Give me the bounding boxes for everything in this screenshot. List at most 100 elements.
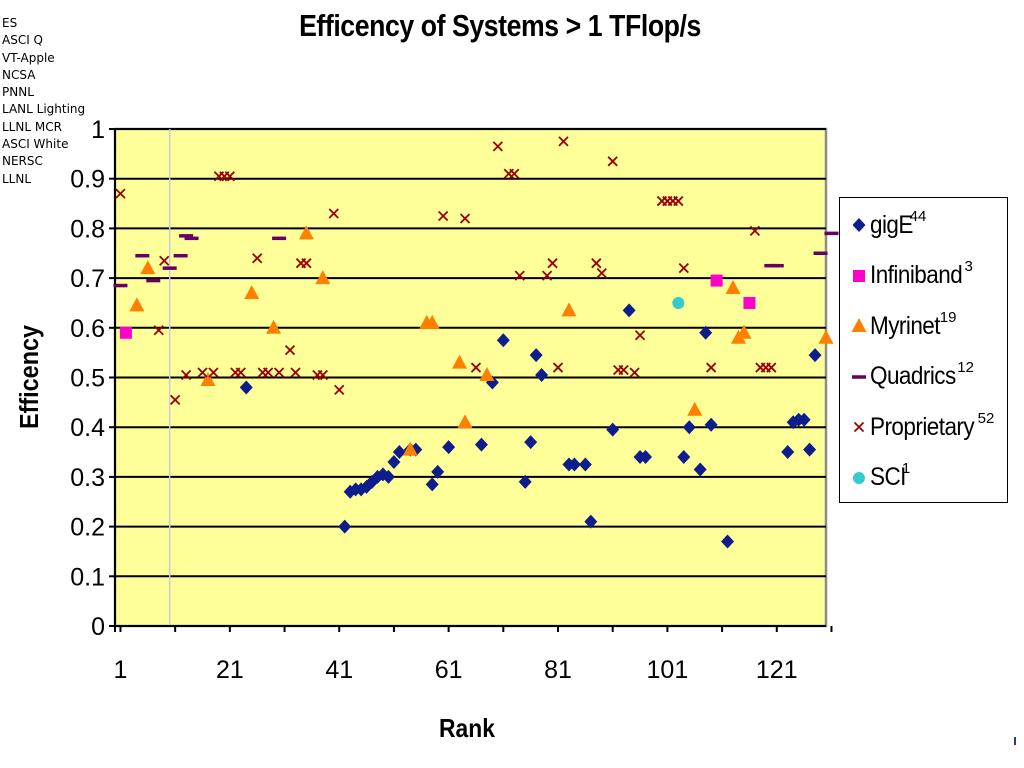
- x-stroke: [706, 362, 717, 373]
- legend-count: 19: [939, 308, 957, 326]
- data-point: [622, 303, 636, 318]
- x-stroke: [547, 258, 558, 269]
- x-stroke: [273, 367, 285, 378]
- y-tick-label: 0.8: [70, 215, 105, 243]
- data-point: [290, 367, 301, 378]
- data-point: [328, 208, 339, 219]
- plot-area: [113, 127, 828, 632]
- legend-item-sci: SCI 1: [848, 458, 910, 498]
- legend-marker: [853, 269, 865, 282]
- data-point: [518, 474, 532, 489]
- legend-marker-shape: [851, 318, 867, 332]
- y-tick-label: 0.5: [70, 365, 105, 393]
- legend-marker: [851, 318, 867, 332]
- x-stroke: [301, 258, 312, 269]
- data-point: [535, 368, 549, 383]
- data-point: [818, 329, 834, 344]
- x-stroke: [459, 213, 471, 224]
- legend-count: 3: [964, 258, 973, 275]
- data-point: [524, 435, 538, 450]
- data-point: [808, 348, 822, 363]
- legend-item-quadrics: Quadrics 12: [848, 357, 974, 397]
- data-point: [781, 445, 795, 460]
- data-point: [743, 296, 756, 309]
- y-tick-label: 0.2: [70, 514, 105, 542]
- data-point: [334, 384, 345, 396]
- y-tick-label: 0.3: [70, 464, 105, 492]
- data-point: [424, 314, 440, 329]
- data-point: [492, 141, 503, 152]
- data-point: [284, 345, 296, 356]
- data-point: [797, 412, 811, 427]
- x-tick-label: 21: [216, 656, 244, 684]
- system-name-item: VT-Apple: [2, 50, 55, 65]
- data-point: [266, 319, 282, 334]
- series-quadrics: [113, 231, 839, 288]
- data-point: [558, 136, 569, 147]
- data-point: [129, 297, 145, 312]
- x-stroke: [252, 253, 263, 264]
- data-point: [244, 285, 260, 300]
- legend-label: Infiniband: [870, 261, 963, 289]
- x-axis-label: Rank: [439, 715, 495, 744]
- data-point: [115, 188, 126, 199]
- legend-marker: [853, 471, 865, 484]
- x-tick-label: 121: [756, 656, 798, 684]
- y-tick-label: 0.1: [70, 563, 105, 591]
- x-stroke: [634, 330, 646, 341]
- x-stroke: [438, 210, 449, 222]
- data-point: [607, 156, 618, 167]
- data-point: [438, 210, 449, 222]
- x-stroke: [673, 195, 684, 207]
- legend-marker-shape: [853, 269, 865, 282]
- data-point: [431, 464, 445, 479]
- legend: gigE 44 Infiniband 3 Myrinet 19 Quadrics 12 Prop…: [839, 197, 1008, 503]
- legend-item-infiniband: Infiniband 3: [848, 256, 973, 296]
- data-point: [381, 469, 395, 484]
- data-point: [197, 367, 208, 378]
- system-name-item: NCSA: [2, 67, 36, 82]
- data-point: [699, 325, 713, 340]
- data-point: [552, 362, 564, 373]
- data-point: [252, 253, 263, 264]
- data-point: [529, 348, 543, 363]
- data-point: [224, 171, 235, 182]
- x-stroke: [749, 225, 761, 237]
- legend-marker: [853, 421, 865, 433]
- data-point: [200, 371, 216, 386]
- series-gige: [239, 303, 822, 549]
- x-stroke: [470, 362, 482, 373]
- data-point: [591, 258, 602, 269]
- legend-item-proprietary: Proprietary 52: [848, 407, 994, 447]
- data-point: [803, 442, 817, 457]
- x-stroke: [591, 258, 602, 269]
- x-tick-label: 81: [544, 656, 572, 684]
- data-point: [677, 450, 691, 465]
- x-stroke: [170, 394, 181, 406]
- data-point: [301, 258, 312, 269]
- data-point: [479, 367, 495, 382]
- data-series: [113, 136, 839, 549]
- series-myrinet: [129, 225, 834, 456]
- data-point: [235, 367, 246, 378]
- system-name-item: NERSC: [2, 154, 43, 169]
- data-point: [496, 333, 510, 348]
- data-point: [509, 168, 520, 179]
- legend-count: 52: [977, 409, 995, 427]
- data-point: [706, 362, 717, 373]
- x-stroke: [115, 188, 126, 199]
- series-infiniband: [119, 274, 756, 339]
- x-stroke: [235, 367, 246, 378]
- x-tick-label: 61: [435, 656, 463, 684]
- x-stroke: [224, 171, 235, 182]
- x-stroke: [208, 367, 219, 378]
- legend-label: Proprietary: [870, 412, 975, 441]
- x-stroke: [552, 362, 564, 373]
- x-stroke: [618, 364, 629, 376]
- legend-label: Quadrics: [870, 362, 956, 390]
- series-proprietary: [115, 136, 777, 406]
- data-point: [273, 367, 285, 378]
- y-axis-label: Efficency: [16, 325, 44, 429]
- data-point: [180, 369, 192, 381]
